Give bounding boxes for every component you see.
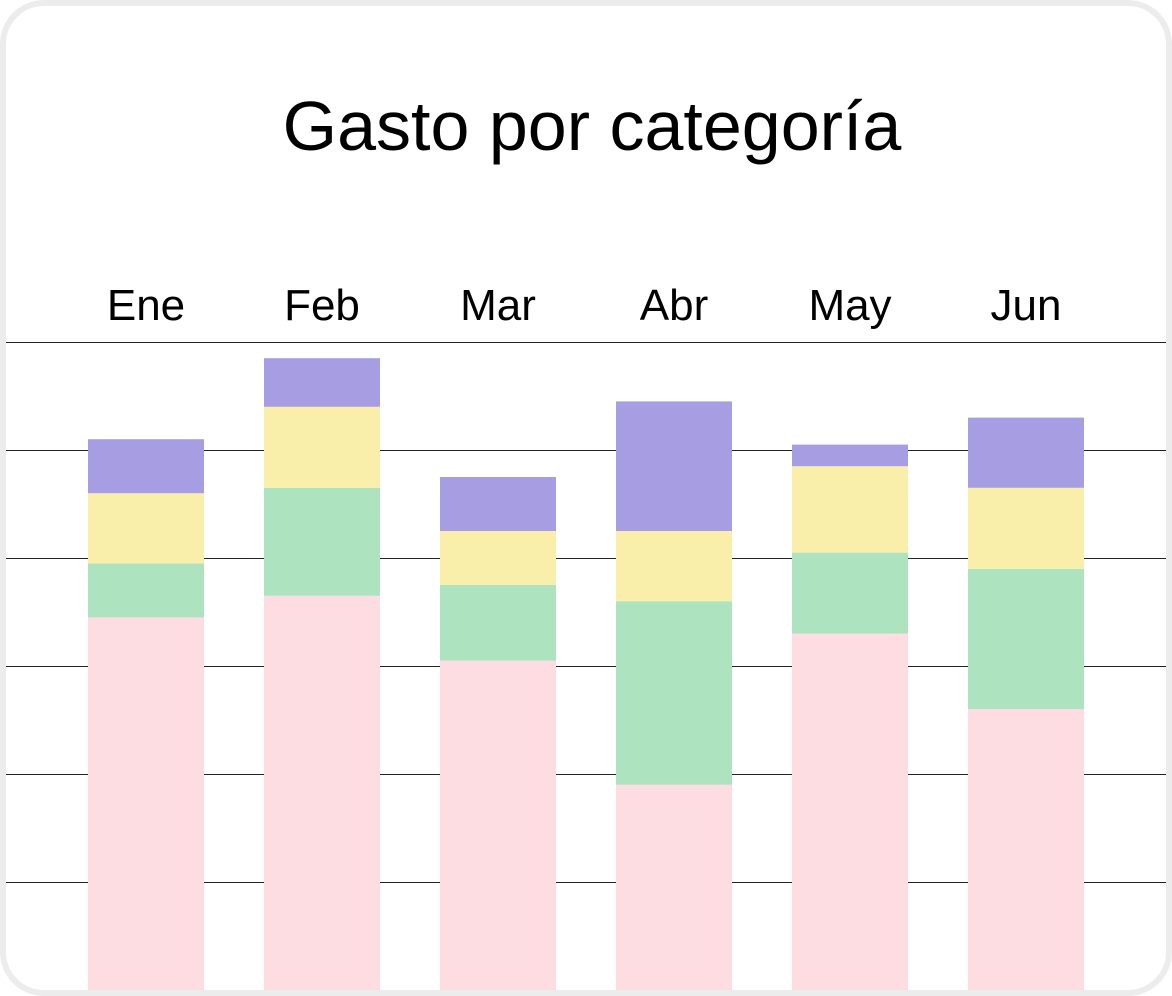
chart-title: Gasto por categoría bbox=[282, 87, 902, 165]
bar-may-segment-1 bbox=[792, 633, 908, 990]
bar-mar-segment-3 bbox=[440, 531, 556, 585]
bar-may-segment-3 bbox=[792, 466, 908, 553]
bar-may-segment-2 bbox=[792, 552, 908, 634]
bar-ene-segment-1 bbox=[88, 617, 204, 990]
bar-jun-segment-2 bbox=[968, 568, 1084, 710]
bar-abr-segment-1 bbox=[616, 784, 732, 990]
stacked-bar-chart: Ene Feb Mar Abr May Jun bbox=[6, 281, 1166, 990]
bar-ene-segment-2 bbox=[88, 563, 204, 618]
category-label-feb: Feb bbox=[284, 281, 360, 330]
bar-feb-segment-3 bbox=[264, 406, 380, 488]
category-labels: Ene Feb Mar Abr May Jun bbox=[107, 281, 1062, 330]
bar-jun-segment-1 bbox=[968, 709, 1084, 990]
bar-jun-segment-4 bbox=[968, 417, 1084, 488]
bars bbox=[88, 358, 1084, 990]
category-label-abr: Abr bbox=[640, 281, 708, 330]
category-label-mar: Mar bbox=[460, 281, 536, 330]
bar-may-segment-4 bbox=[792, 444, 908, 467]
bar-mar-segment-1 bbox=[440, 660, 556, 990]
bar-feb-segment-2 bbox=[264, 487, 380, 596]
bar-mar-segment-2 bbox=[440, 585, 556, 661]
bar-ene-segment-4 bbox=[88, 439, 204, 494]
bar-jun-segment-3 bbox=[968, 487, 1084, 569]
category-label-may: May bbox=[808, 281, 891, 330]
category-label-ene: Ene bbox=[107, 281, 185, 330]
bar-ene-segment-3 bbox=[88, 493, 204, 564]
bar-abr-segment-2 bbox=[616, 601, 732, 785]
category-label-jun: Jun bbox=[991, 281, 1062, 330]
bar-feb-segment-4 bbox=[264, 358, 380, 407]
bar-abr-segment-4 bbox=[616, 401, 732, 531]
bar-feb-segment-1 bbox=[264, 595, 380, 990]
bar-abr-segment-3 bbox=[616, 531, 732, 602]
bar-mar-segment-4 bbox=[440, 477, 556, 531]
